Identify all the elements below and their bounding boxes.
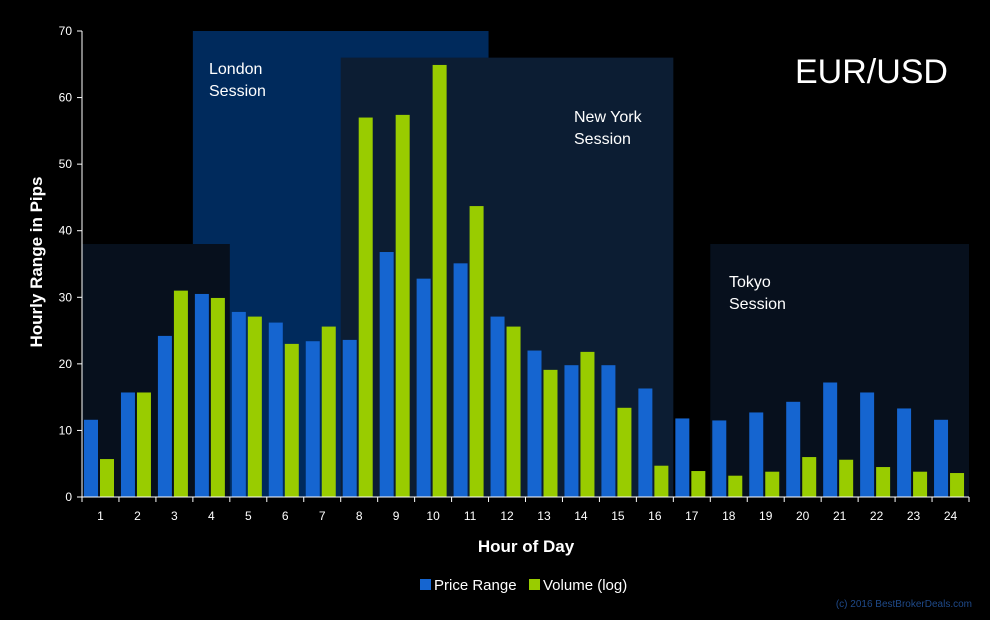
bar-volume-log-hour-7	[321, 326, 336, 497]
legend-swatch-price-range	[420, 579, 431, 590]
bar-volume-log-hour-8	[358, 117, 373, 498]
bar-volume-log-hour-5	[247, 316, 262, 497]
legend-swatch-volume	[529, 579, 540, 590]
y-axis-title: Hourly Range in Pips	[27, 177, 46, 348]
x-tick-label: 16	[648, 509, 662, 523]
x-tick-label: 7	[319, 509, 326, 523]
session-label-london: London	[209, 61, 262, 78]
x-tick-label: 24	[944, 509, 958, 523]
bar-volume-log-hour-19	[765, 471, 780, 497]
bar-volume-log-hour-14	[580, 351, 595, 497]
x-tick-label: 1	[97, 509, 104, 523]
bar-price-range-hour-21	[823, 382, 838, 497]
bar-volume-log-hour-15	[617, 407, 632, 497]
y-tick-label: 0	[65, 490, 72, 504]
bar-volume-log-hour-2	[136, 392, 151, 497]
x-tick-label: 23	[907, 509, 921, 523]
y-tick-label: 40	[59, 224, 73, 238]
bar-volume-log-hour-10	[432, 64, 447, 498]
bar-volume-log-hour-13	[543, 369, 558, 497]
credit-text: (c) 2016 BestBrokerDeals.com	[836, 599, 972, 610]
bar-price-range-hour-9	[379, 252, 394, 497]
bar-volume-log-hour-1	[100, 459, 114, 497]
bars	[84, 64, 965, 498]
y-tick-label: 20	[59, 357, 73, 371]
bar-price-range-hour-4	[194, 293, 209, 497]
bar-volume-log-hour-24	[950, 473, 965, 497]
x-tick-label: 15	[611, 509, 625, 523]
x-tick-label: 21	[833, 509, 847, 523]
legend-label-volume: Volume (log)	[543, 577, 627, 594]
x-tick-label: 13	[537, 509, 551, 523]
x-tick-label: 20	[796, 509, 810, 523]
bar-price-range-hour-17	[675, 418, 690, 497]
y-tick-label: 10	[59, 423, 73, 437]
x-tick-label: 10	[426, 509, 440, 523]
bar-price-range-hour-3	[157, 335, 172, 497]
bar-price-range-hour-5	[231, 311, 246, 497]
x-tick-label: 2	[134, 509, 141, 523]
y-tick-label: 30	[59, 290, 73, 304]
bar-volume-log-hour-21	[839, 459, 854, 497]
y-tick-label: 70	[59, 24, 73, 38]
bar-price-range-hour-18	[712, 420, 727, 497]
bar-price-range-hour-24	[934, 419, 949, 497]
bar-price-range-hour-1	[84, 419, 98, 497]
x-tick-label: 17	[685, 509, 699, 523]
bar-volume-log-hour-12	[506, 326, 521, 497]
x-tick-label: 12	[500, 509, 514, 523]
x-tick-label: 6	[282, 509, 289, 523]
bar-price-range-hour-14	[564, 365, 579, 497]
bar-price-range-hour-20	[786, 401, 801, 497]
bar-volume-log-hour-16	[654, 465, 669, 497]
bar-price-range-hour-13	[527, 350, 542, 497]
bar-volume-log-hour-22	[876, 467, 891, 497]
x-axis-title: Hour of Day	[478, 537, 575, 556]
legend: Price Range Volume (log)	[420, 577, 627, 594]
x-tick-label: 5	[245, 509, 252, 523]
bar-volume-log-hour-9	[395, 114, 410, 497]
bar-volume-log-hour-4	[210, 297, 225, 497]
x-tick-label: 4	[208, 509, 215, 523]
bar-price-range-hour-11	[453, 263, 468, 497]
y-tick-label: 50	[59, 157, 73, 171]
x-tick-label: 3	[171, 509, 178, 523]
bar-volume-log-hour-18	[728, 475, 743, 497]
x-tick-label: 14	[574, 509, 588, 523]
session-label-london: Session	[209, 83, 266, 100]
y-tick-label: 60	[59, 91, 73, 105]
x-tick-label: 18	[722, 509, 736, 523]
session-label-tokyo: Session	[729, 296, 786, 313]
bar-price-range-hour-10	[416, 278, 431, 497]
bar-price-range-hour-19	[749, 412, 764, 497]
x-tick-label: 9	[393, 509, 400, 523]
bar-price-range-hour-22	[860, 392, 875, 497]
bar-price-range-hour-2	[120, 392, 135, 497]
bar-price-range-hour-6	[268, 322, 283, 497]
bar-price-range-hour-23	[897, 408, 912, 497]
bar-price-range-hour-12	[490, 316, 505, 497]
x-tick-label: 19	[759, 509, 773, 523]
bar-volume-log-hour-3	[173, 290, 188, 497]
legend-label-price-range: Price Range	[434, 577, 517, 594]
bar-volume-log-hour-11	[469, 206, 484, 497]
x-tick-label: 8	[356, 509, 363, 523]
bar-volume-log-hour-6	[284, 343, 299, 497]
x-tick-label: 22	[870, 509, 884, 523]
x-tick-label: 11	[464, 509, 477, 523]
bar-volume-log-hour-23	[913, 471, 928, 497]
bar-price-range-hour-15	[601, 365, 616, 497]
chart-title: EUR/USD	[795, 53, 948, 91]
session-label-new-york: Session	[574, 131, 631, 148]
bar-volume-log-hour-20	[802, 457, 817, 497]
bar-price-range-hour-8	[342, 339, 357, 497]
session-label-new-york: New York	[574, 109, 643, 126]
bar-price-range-hour-16	[638, 388, 653, 497]
bar-volume-log-hour-17	[691, 471, 706, 497]
bar-price-range-hour-7	[305, 341, 320, 497]
session-label-tokyo: Tokyo	[729, 274, 771, 291]
